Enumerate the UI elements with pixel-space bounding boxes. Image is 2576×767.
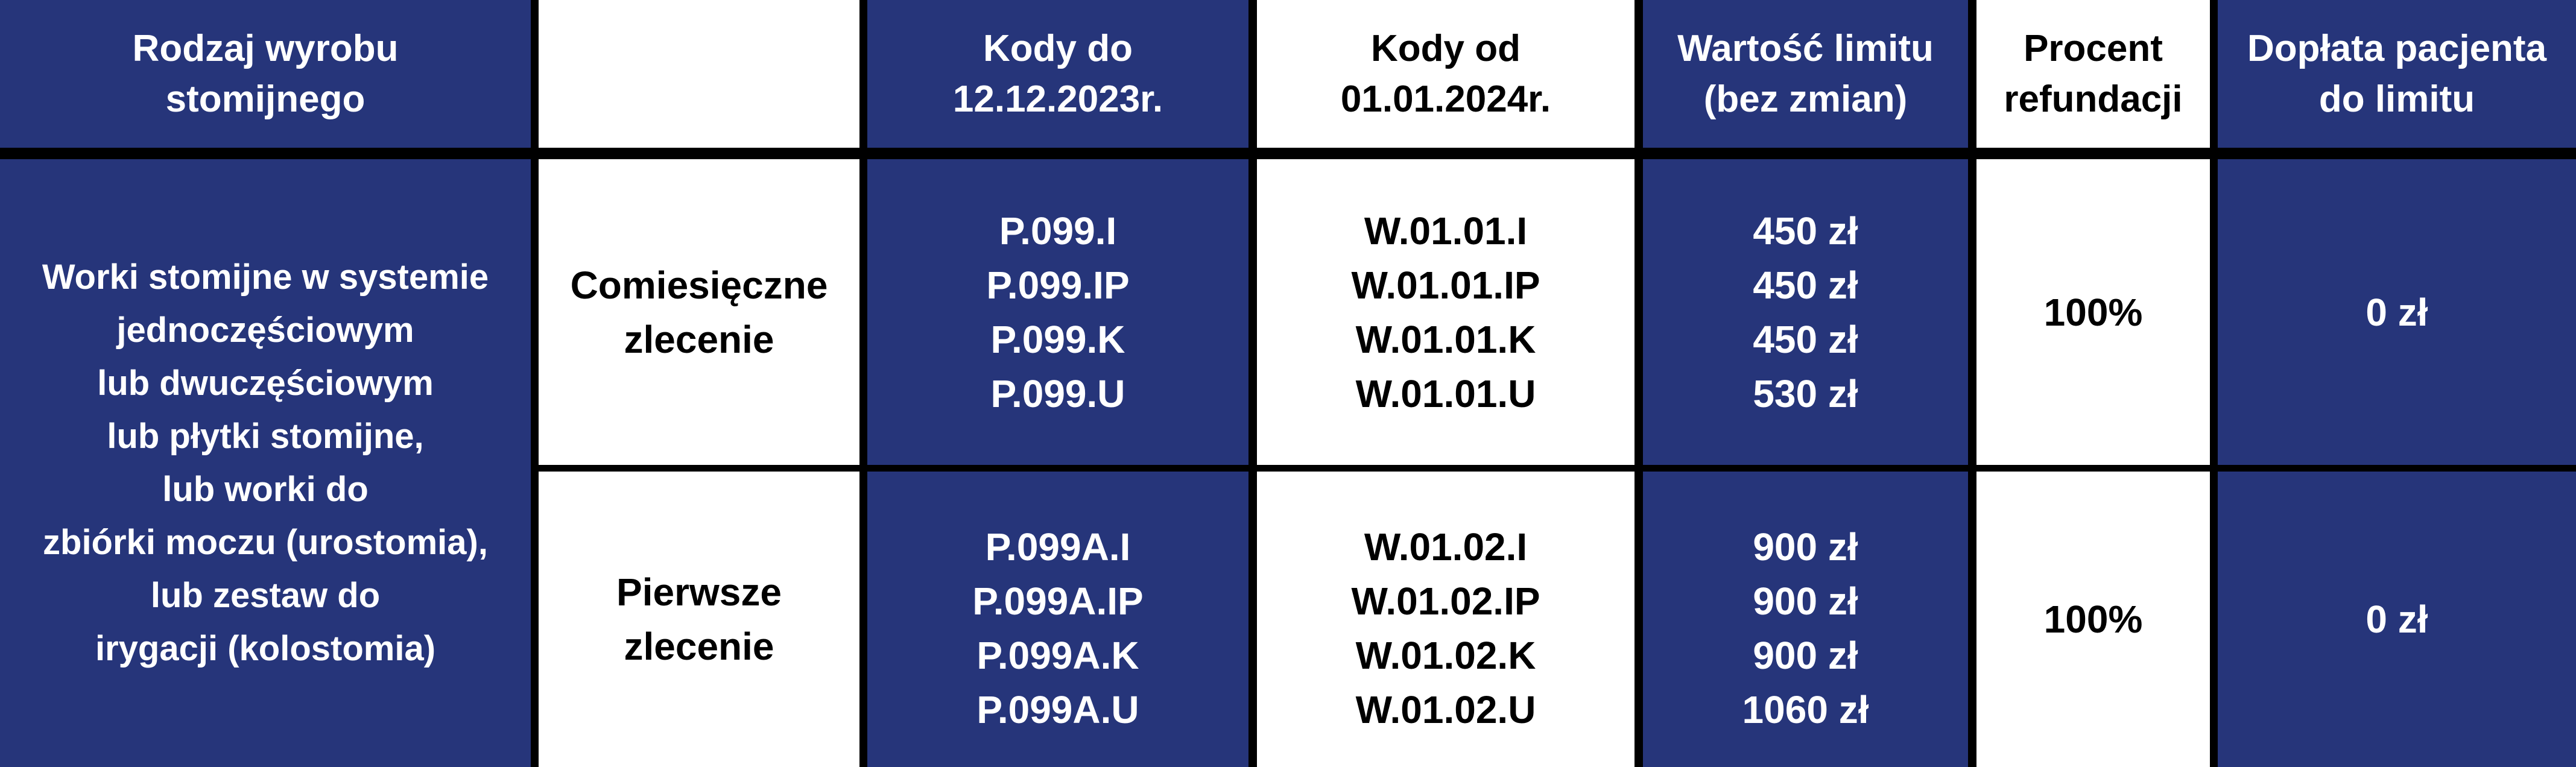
order-type-monthly: Comiesięczne zlecenie: [539, 159, 859, 465]
old-codes-monthly: P.099.I P.099.IP P.099.K P.099.U: [867, 159, 1248, 465]
limits-first: 900 zł 900 zł 900 zł 1060 zł: [1643, 472, 1968, 767]
header-text: 01.01.2024r.: [1340, 78, 1551, 120]
order-type-line: Comiesięczne: [570, 263, 828, 307]
header-text: Kody od: [1371, 27, 1521, 69]
code: P.099A.IP: [972, 579, 1144, 623]
header-new-codes: Kody od 01.01.2024r.: [1257, 0, 1635, 148]
copay-value: 0 zł: [2366, 598, 2428, 641]
product-type-line: lub dwuczęściowym: [97, 364, 434, 403]
limit-value: 900 zł: [1753, 525, 1858, 569]
code: W.01.02.I: [1364, 525, 1528, 569]
header-text: Kody do: [983, 27, 1133, 69]
header-product-type: Rodzaj wyrobu stomijnego: [0, 0, 531, 148]
code: W.01.01.K: [1355, 317, 1536, 361]
code: P.099.U: [990, 371, 1125, 415]
order-type-line: zlecenie: [624, 625, 774, 668]
refund-percent-first: 100%: [1976, 472, 2210, 767]
copay-monthly: 0 zł: [2218, 159, 2576, 465]
refund-value: 100%: [2043, 290, 2143, 334]
code: P.099.I: [999, 209, 1117, 253]
product-type-line: jednoczęściowym: [116, 311, 414, 350]
product-type-cell: Worki stomijne w systemie jednoczęściowy…: [0, 159, 531, 767]
header-text: Wartość limitu: [1677, 27, 1934, 69]
header-text: refundacji: [2004, 78, 2183, 120]
code: P.099A.I: [985, 525, 1131, 569]
copay-first: 0 zł: [2218, 472, 2576, 767]
limit-value: 1060 zł: [1742, 688, 1869, 731]
code: W.01.02.U: [1355, 688, 1536, 731]
limit-value: 530 zł: [1753, 371, 1858, 415]
product-type-line: lub zestaw do: [150, 576, 381, 615]
header-text: Dopłata pacjenta: [2247, 27, 2547, 69]
code: P.099A.U: [976, 688, 1139, 731]
refund-percent-monthly: 100%: [1976, 159, 2210, 465]
header-text: stomijnego: [165, 78, 366, 120]
order-type-line: Pierwsze: [616, 570, 782, 614]
product-type-line: lub płytki stomijne,: [107, 417, 424, 456]
product-type-line: irygacji (kolostomia): [95, 629, 436, 668]
header-limit-value: Wartość limitu (bez zmian): [1643, 0, 1968, 148]
code: P.099.IP: [986, 263, 1130, 307]
product-type-line: zbiórki moczu (urostomia),: [43, 523, 488, 562]
order-type-first: Pierwsze zlecenie: [539, 472, 859, 767]
code: W.01.02.K: [1355, 634, 1536, 677]
code: W.01.01.IP: [1351, 263, 1540, 307]
refund-value: 100%: [2043, 598, 2143, 641]
product-type-line: Worki stomijne w systemie: [42, 257, 489, 297]
limit-value: 450 zł: [1753, 209, 1858, 253]
header-refund-percent: Procent refundacji: [1976, 0, 2210, 148]
product-type-line: lub worki do: [162, 470, 369, 509]
new-codes-monthly: W.01.01.I W.01.01.IP W.01.01.K W.01.01.U: [1257, 159, 1635, 465]
old-codes-first: P.099A.I P.099A.IP P.099A.K P.099A.U: [867, 472, 1248, 767]
code: W.01.01.U: [1355, 371, 1536, 415]
header-text: (bez zmian): [1703, 78, 1908, 120]
code: W.01.01.I: [1364, 209, 1528, 253]
header-old-codes: Kody do 12.12.2023r.: [867, 0, 1248, 148]
limit-value: 900 zł: [1753, 579, 1858, 623]
limits-monthly: 450 zł 450 zł 450 zł 530 zł: [1643, 159, 1968, 465]
code: P.099.K: [990, 317, 1125, 361]
limit-value: 900 zł: [1753, 634, 1858, 677]
code: W.01.02.IP: [1351, 579, 1540, 623]
copay-value: 0 zł: [2366, 290, 2428, 334]
header-text: 12.12.2023r.: [952, 78, 1163, 120]
header-text: Rodzaj wyrobu: [132, 27, 399, 69]
code: P.099A.K: [976, 634, 1139, 677]
order-type-line: zlecenie: [624, 317, 774, 361]
limit-value: 450 zł: [1753, 317, 1858, 361]
new-codes-first: W.01.02.I W.01.02.IP W.01.02.K W.01.02.U: [1257, 472, 1635, 767]
header-text: do limitu: [2318, 78, 2475, 120]
header-text: Procent: [2024, 27, 2163, 69]
header-empty: [539, 0, 859, 148]
limit-value: 450 zł: [1753, 263, 1858, 307]
header-patient-copay: Dopłata pacjenta do limitu: [2218, 0, 2576, 148]
